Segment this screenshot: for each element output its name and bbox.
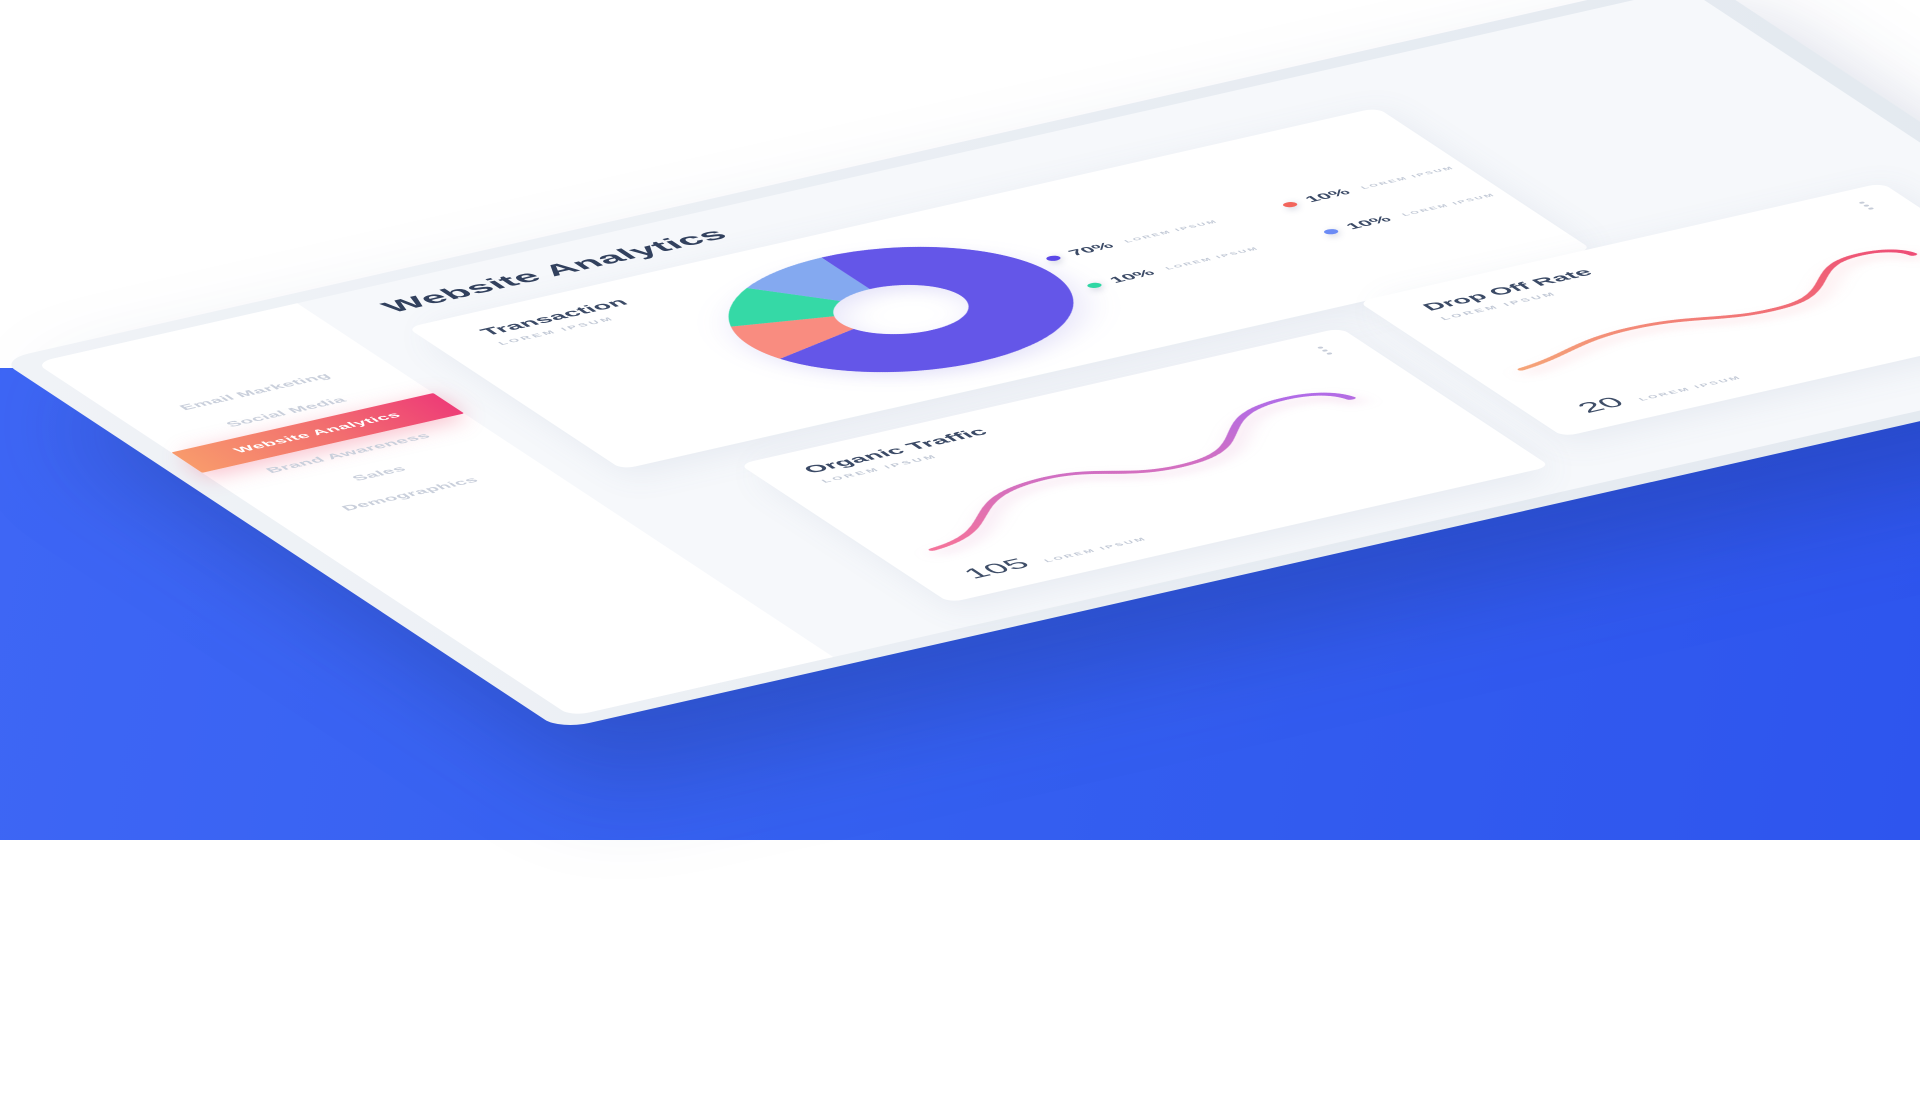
legend-label: LOREM IPSUM — [1122, 219, 1221, 244]
drop-off-rate-card: Drop Off Rate LOREM IPSUM — [1358, 182, 1920, 437]
legend-value: 10% — [1301, 187, 1354, 205]
donut-chart — [651, 216, 1151, 403]
donut-segment-coral — [728, 246, 1074, 373]
legend-item: 10% LOREM IPSUM — [1318, 190, 1501, 237]
legend-dot-red — [1280, 200, 1300, 209]
donut-legend: 70% LOREM IPSUM 10% LOREM IPSUM 10% LORE… — [1041, 163, 1501, 290]
transaction-card: Transaction LOREM IPSUM — [407, 107, 1592, 470]
legend-label: LOREM IPSUM — [1163, 246, 1262, 271]
legend-label: LOREM IPSUM — [1400, 192, 1498, 217]
scene: Email Marketing Social Media Website Ana… — [0, 0, 1920, 730]
organic-traffic-card: Organic Traffic LOREM IPSUM — [739, 327, 1551, 603]
legend-value: 70% — [1065, 240, 1118, 258]
organic-value-label: LOREM IPSUM — [1042, 536, 1150, 564]
dashboard-board: Email Marketing Social Media Website Ana… — [0, 0, 1920, 730]
organic-value: 105 — [956, 555, 1036, 582]
legend-value: 10% — [1106, 267, 1159, 285]
legend-label: LOREM IPSUM — [1359, 165, 1457, 190]
donut-segment-blue — [728, 246, 1074, 373]
dropoff-value: 20 — [1570, 393, 1631, 416]
donut-chart-svg — [728, 246, 1074, 373]
organic-line-chart — [928, 392, 1356, 551]
dropoff-line-path — [1517, 249, 1918, 371]
main-content: Website Analytics Transaction LOREM IPSU… — [297, 0, 1920, 657]
dropoff-value-label: LOREM IPSUM — [1637, 375, 1745, 402]
dropoff-line-chart — [1517, 249, 1918, 371]
legend-dot-blue — [1321, 227, 1341, 236]
dashboard-surface: Email Marketing Social Media Website Ana… — [35, 0, 1920, 717]
legend-value: 10% — [1342, 214, 1395, 232]
organic-line-path — [928, 392, 1356, 551]
bottom-card-row: Organic Traffic LOREM IPSUM — [739, 182, 1920, 603]
legend-item: 10% LOREM IPSUM — [1082, 244, 1265, 291]
